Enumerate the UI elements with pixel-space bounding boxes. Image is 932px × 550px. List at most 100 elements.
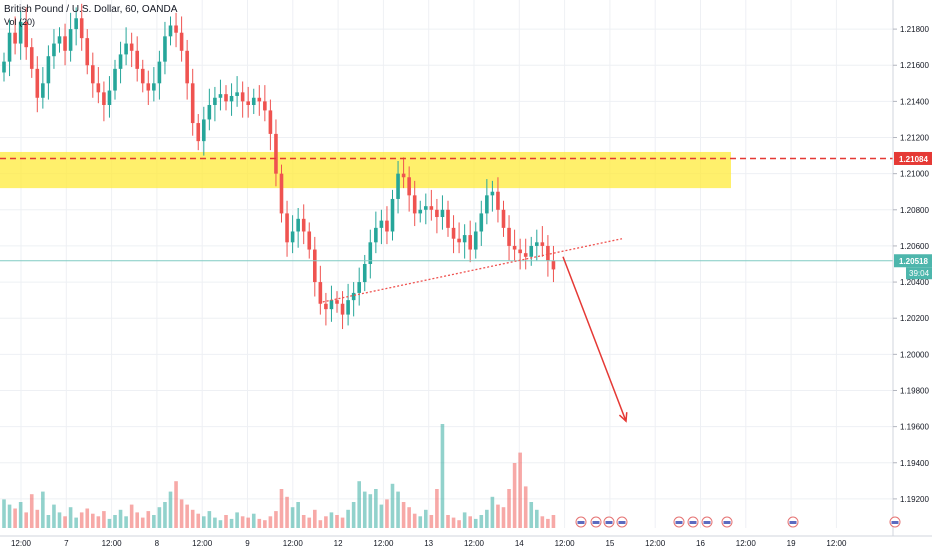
candle-body [102, 92, 106, 105]
volume-bar [379, 504, 384, 528]
volume-bar [329, 512, 334, 528]
candle-body [268, 110, 273, 134]
candle-body [35, 68, 40, 98]
volume-bar [163, 502, 167, 528]
countdown-label: 39:04 [909, 269, 930, 278]
candle-body [85, 38, 90, 66]
candle-body [146, 83, 151, 91]
price-tick-label: 1.20200 [900, 314, 929, 323]
volume-bar [124, 516, 128, 528]
volume-bar [435, 489, 439, 528]
candle-body [68, 29, 73, 51]
volume-bar [18, 502, 23, 528]
last-price-label: 1.20518 [899, 257, 928, 266]
candle-body [52, 43, 56, 57]
candle-body [362, 264, 367, 283]
candle-body [374, 227, 378, 243]
volume-bar [351, 502, 356, 528]
volume-bar [496, 504, 500, 528]
candle-body [462, 235, 467, 243]
time-tick-label: 12:00 [102, 539, 123, 548]
volume-bar [229, 518, 234, 528]
candle-body [512, 245, 517, 250]
candle-body [152, 83, 156, 91]
candle-body [285, 213, 289, 243]
candle-body [124, 43, 128, 55]
candle-body [318, 282, 323, 304]
volume-bar [7, 504, 12, 528]
time-tick-label: 7 [64, 539, 69, 548]
candle-body [324, 303, 328, 310]
candle-body [385, 220, 389, 232]
candle-body [140, 68, 145, 84]
event-flag-stripe [592, 521, 600, 524]
price-axis: 1.21800 1.21600 1.21400 1.21200 1.21000 1.208… [892, 0, 932, 550]
volume-bar [35, 509, 40, 528]
price-tick-label: 1.20800 [900, 206, 929, 215]
last-price-badge [894, 254, 932, 268]
candle-body [7, 32, 12, 62]
volume-bar [140, 517, 145, 528]
time-tick-label: 16 [696, 539, 705, 548]
volume-bar [468, 516, 472, 528]
volume-bar [346, 509, 350, 528]
price-tick-label: 1.20600 [900, 242, 929, 251]
volume-bar [146, 511, 151, 528]
volume-bar [551, 515, 556, 528]
volume-bar [96, 516, 101, 528]
resistance-zone [0, 151, 731, 189]
candle-body [440, 209, 445, 218]
volume-bar [118, 509, 123, 528]
economic-events [575, 516, 901, 528]
candle-body [240, 92, 245, 102]
projection-arrow-head [618, 412, 628, 423]
time-tick-label: 12:00 [373, 539, 394, 548]
candle-body [163, 36, 167, 62]
volume-bar [113, 515, 117, 528]
price-tick-label: 1.19800 [900, 386, 929, 395]
volume-bar [512, 463, 517, 528]
event-flag-stripe [577, 521, 585, 524]
volume-bar [485, 509, 489, 528]
candle-body [540, 242, 545, 246]
candle-body [174, 25, 178, 33]
event-flag-stripe [618, 521, 626, 524]
candle-body [18, 21, 23, 44]
candle-body [390, 198, 395, 232]
candle-body [346, 300, 350, 315]
volume-bar [174, 481, 178, 528]
candle-body [351, 292, 356, 301]
volume-bar [396, 491, 400, 528]
volume-bar [507, 489, 511, 528]
volume-bar [257, 518, 262, 528]
volume-bar [74, 517, 78, 528]
volume-bar [268, 516, 273, 528]
candle-body [257, 97, 262, 102]
volume-bar [290, 507, 295, 528]
candle-body [107, 90, 112, 105]
price-tick-label: 1.19600 [900, 423, 929, 432]
volume-bar [190, 509, 195, 528]
candle-body [251, 97, 256, 105]
volume-bar [518, 452, 522, 528]
event-flag-stripe [675, 521, 683, 524]
candle-body [551, 260, 556, 270]
candle-body [407, 177, 411, 196]
candle-body [196, 123, 201, 142]
time-tick-label: 14 [515, 539, 524, 548]
candle-body [501, 209, 506, 228]
candle-body [473, 231, 478, 250]
candle-body [263, 101, 267, 111]
volume-bar [52, 504, 56, 528]
candle-body [296, 218, 300, 232]
volume-bar [179, 499, 184, 528]
candle-body [435, 209, 439, 218]
candle-body [207, 104, 212, 120]
candle-body [529, 245, 534, 257]
volume-bars [2, 424, 556, 528]
volume-bar [324, 516, 328, 528]
volume-bar [263, 520, 267, 528]
volume-bar [540, 516, 545, 528]
candle-body [113, 68, 117, 91]
